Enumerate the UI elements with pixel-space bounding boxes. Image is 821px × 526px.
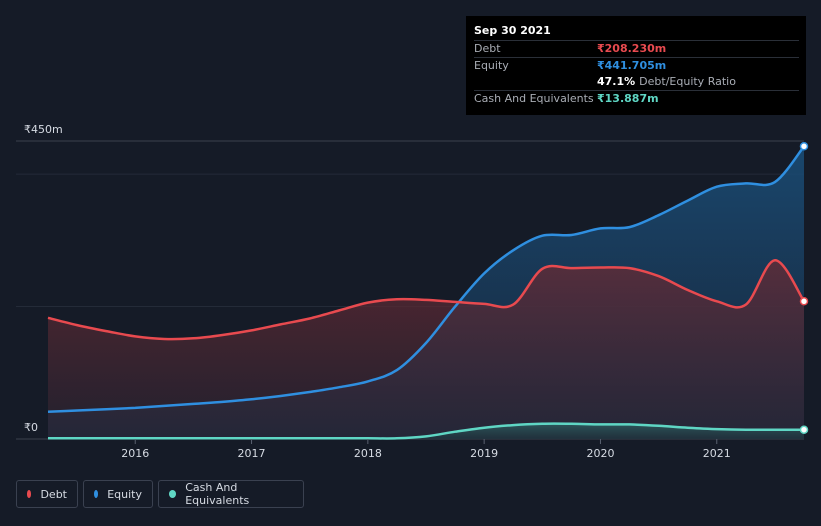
tooltip-date: Sep 30 2021 [474,24,551,37]
x-tick-label-2018: 2018 [354,447,382,460]
tooltip-row-equity: Equity ₹441.705m [474,57,799,74]
x-tick-label-2016: 2016 [121,447,149,460]
legend-cash-label: Cash And Equivalents [185,481,250,507]
tooltip-equity-value: ₹441.705m [597,59,667,72]
cash-and-equivalents-area [48,423,804,439]
equity-dot-icon [94,490,99,498]
tooltip-cash-label: Cash And Equivalents [474,92,594,105]
legend-item-debt[interactable]: Debt [16,480,78,508]
y-tick-label-1: ₹0 [24,421,38,434]
tooltip-ratio-value: 47.1% [597,75,636,88]
tooltip-debt-value: ₹208.230m [597,42,667,55]
debt-dot-icon [27,490,32,498]
tooltip-row-cash: Cash And Equivalents ₹13.887m [474,90,799,107]
cash-and-equivalents-line [47,422,804,440]
tooltip-panel: Sep 30 2021 Debt ₹208.230m Equity ₹441.7… [466,16,806,115]
legend-item-equity[interactable]: Equity [83,480,153,508]
cash-dot-icon [169,490,177,498]
tooltip-row-ratio: 47.1% Debt/Equity Ratio [474,74,799,90]
cash-and-equivalents-end-marker [799,425,809,434]
x-tick-label-2019: 2019 [470,447,498,460]
tooltip-cash-value: ₹13.887m [597,92,659,105]
debt-area [48,260,804,439]
tooltip-ratio-label: Debt/Equity Ratio [639,75,736,88]
legend-item-cash[interactable]: Cash And Equivalents [158,480,304,508]
debt-end-marker [799,297,809,306]
tooltip-row-debt: Debt ₹208.230m [474,40,799,57]
legend-equity-label: Equity [107,487,142,501]
x-tick-label-2017: 2017 [238,447,266,460]
tooltip-ratio-spacer [474,74,597,90]
equity-line [47,145,805,414]
debt-line [47,258,806,341]
y-tick-label-0: ₹450m [24,123,63,136]
legend-debt-label: Debt [40,487,67,501]
x-tick-label-2021: 2021 [703,447,731,460]
equity-end-marker [799,142,809,151]
tooltip-debt-label: Debt [474,42,501,55]
tooltip-equity-label: Equity [474,59,509,72]
x-tick-label-2020: 2020 [586,447,614,460]
